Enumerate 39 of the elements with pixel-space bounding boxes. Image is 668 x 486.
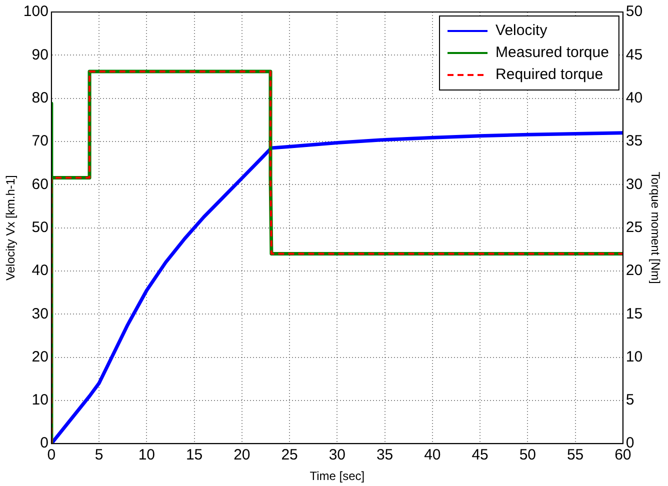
y-tick-label: 50: [32, 218, 48, 236]
y-tick-label: 20: [32, 348, 48, 366]
y-tick-label: 70: [32, 132, 48, 150]
x-tick-label: 20: [234, 446, 250, 464]
y-tick-label: 90: [32, 46, 48, 64]
x-axis-title: Time [sec]: [310, 469, 365, 484]
x-tick-label: 60: [614, 446, 632, 464]
y-tick-label: 80: [32, 89, 48, 106]
x-tick-label: 15: [186, 446, 203, 464]
y-tick-label: 100: [23, 3, 48, 20]
y2-tick-label: 35: [626, 132, 643, 150]
y-tick-label: 40: [32, 262, 48, 280]
legend-label: Velocity: [496, 22, 548, 40]
y2-tick-label: 25: [626, 218, 643, 236]
y2-tick-label: 10: [626, 348, 643, 366]
legend-label: Measured torque: [496, 44, 609, 62]
x-tick-label: 35: [376, 446, 394, 464]
x-tick-label: 55: [566, 446, 584, 464]
y2-axis-title: Torque moment [Nm]: [648, 172, 662, 284]
y2-tick-label: 50: [626, 3, 643, 20]
y-tick-label: 30: [32, 305, 48, 322]
x-tick-label: 50: [519, 446, 536, 464]
y2-tick-label: 30: [626, 176, 643, 193]
y2-tick-label: 20: [626, 262, 643, 280]
x-tick-label: 40: [424, 446, 441, 464]
y-tick-label: 0: [40, 434, 48, 452]
x-tick-label: 25: [281, 446, 298, 464]
x-tick-label: 30: [328, 446, 346, 464]
y2-tick-label: 15: [626, 305, 643, 322]
y-tick-label: 10: [32, 392, 48, 409]
legend-label: Required torque: [496, 66, 604, 84]
x-tick-label: 10: [138, 446, 156, 464]
x-tick-label: 5: [94, 446, 104, 464]
y2-tick-label: 5: [626, 392, 634, 409]
y2-tick-label: 45: [626, 46, 643, 64]
x-tick-label: 45: [472, 446, 488, 464]
y2-tick-label: 40: [626, 89, 643, 106]
y-axis-title: Velocity Vx [km.h-1]: [4, 175, 18, 280]
y-tick-label: 60: [32, 176, 48, 193]
